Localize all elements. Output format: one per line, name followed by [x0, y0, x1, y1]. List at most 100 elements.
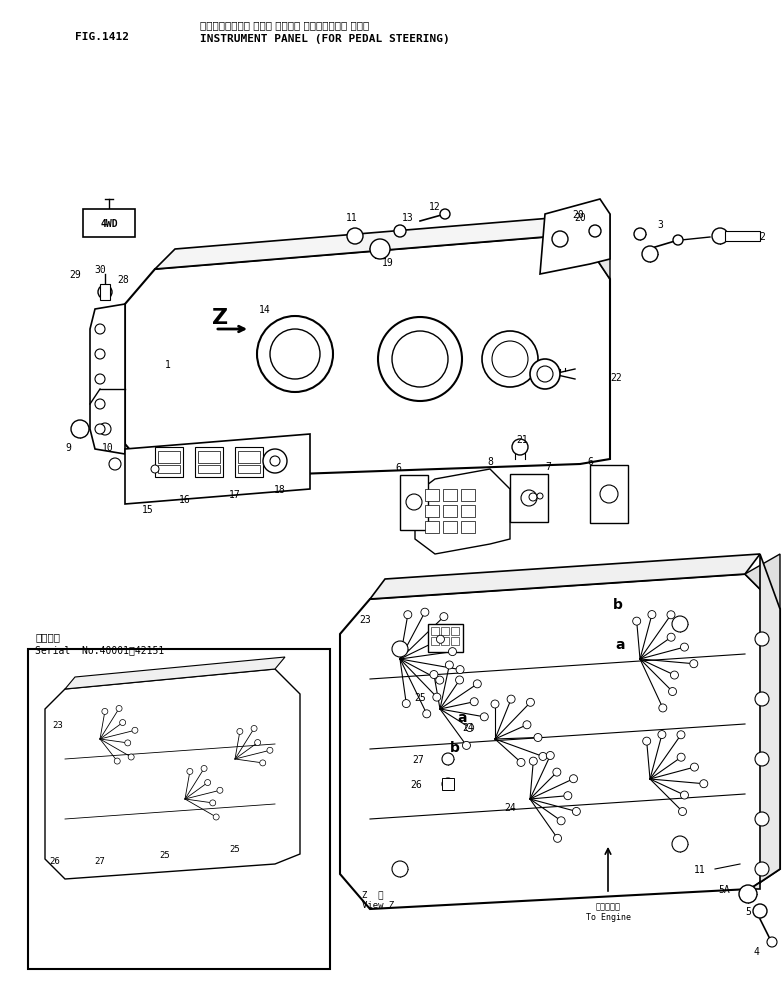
Circle shape	[755, 812, 769, 826]
Circle shape	[677, 731, 685, 740]
Circle shape	[462, 741, 471, 749]
Circle shape	[267, 747, 273, 753]
Circle shape	[432, 693, 441, 701]
Text: 1: 1	[165, 360, 171, 370]
Circle shape	[491, 700, 499, 708]
Circle shape	[95, 399, 105, 409]
Bar	[431, 637, 439, 646]
Circle shape	[430, 670, 438, 678]
Circle shape	[260, 760, 266, 766]
Bar	[431, 627, 439, 635]
Circle shape	[378, 317, 462, 401]
Circle shape	[667, 611, 675, 619]
Circle shape	[237, 729, 243, 735]
Circle shape	[572, 808, 580, 815]
Circle shape	[114, 758, 120, 764]
Polygon shape	[580, 215, 610, 280]
Circle shape	[521, 490, 537, 507]
Text: 17: 17	[229, 489, 241, 500]
Circle shape	[392, 861, 408, 878]
Circle shape	[553, 768, 561, 776]
Circle shape	[530, 360, 560, 389]
Circle shape	[421, 608, 429, 616]
Bar	[198, 465, 220, 473]
Polygon shape	[125, 435, 310, 505]
Text: 24: 24	[462, 723, 474, 733]
Circle shape	[537, 494, 543, 500]
Circle shape	[523, 721, 531, 729]
Text: 6: 6	[395, 462, 401, 472]
Circle shape	[436, 636, 444, 644]
Circle shape	[480, 713, 488, 721]
Circle shape	[71, 421, 89, 439]
Text: 24: 24	[504, 803, 516, 812]
Circle shape	[673, 236, 683, 246]
Circle shape	[529, 757, 537, 765]
Bar	[425, 506, 439, 518]
Text: 27: 27	[412, 754, 424, 764]
Bar	[158, 465, 180, 473]
Circle shape	[436, 676, 443, 684]
Bar	[238, 465, 260, 473]
Circle shape	[539, 752, 547, 760]
Polygon shape	[540, 200, 610, 275]
Circle shape	[440, 613, 448, 621]
Polygon shape	[90, 305, 125, 455]
Circle shape	[755, 692, 769, 706]
Circle shape	[547, 751, 554, 760]
Text: a: a	[457, 710, 467, 725]
Circle shape	[700, 780, 708, 788]
Circle shape	[526, 699, 534, 707]
Text: 適用号機: 適用号機	[35, 631, 60, 641]
Circle shape	[217, 788, 223, 794]
Text: 4WD: 4WD	[100, 219, 118, 229]
Circle shape	[456, 676, 464, 684]
Bar	[158, 452, 180, 463]
Circle shape	[187, 769, 193, 775]
Text: b: b	[450, 740, 460, 754]
Circle shape	[633, 617, 640, 625]
Text: 30: 30	[94, 264, 106, 275]
Circle shape	[251, 726, 257, 732]
Text: Z: Z	[212, 308, 228, 327]
Circle shape	[95, 324, 105, 334]
Bar	[235, 448, 263, 477]
Circle shape	[482, 331, 538, 387]
Bar	[510, 474, 548, 523]
Circle shape	[213, 814, 219, 820]
Circle shape	[120, 720, 126, 726]
Circle shape	[370, 240, 390, 259]
Circle shape	[492, 342, 528, 378]
Text: インスツルメント パネル （ペダル ステアリング・ ヨウ）: インスツルメント パネル （ペダル ステアリング・ ヨウ）	[200, 20, 369, 30]
Circle shape	[392, 641, 408, 658]
Bar	[100, 285, 110, 301]
Bar	[451, 637, 459, 646]
Text: a: a	[615, 637, 625, 652]
Circle shape	[270, 329, 320, 380]
Bar	[400, 475, 428, 530]
Text: 12: 12	[429, 202, 441, 212]
Circle shape	[648, 611, 656, 619]
Text: Serial  No.40001～42151: Serial No.40001～42151	[35, 644, 164, 655]
Circle shape	[677, 753, 685, 761]
Text: 26: 26	[49, 857, 60, 866]
Polygon shape	[155, 215, 600, 270]
Bar	[461, 522, 475, 533]
Text: 14: 14	[259, 305, 271, 315]
Text: 2: 2	[759, 232, 765, 242]
Bar	[441, 627, 449, 635]
Polygon shape	[45, 669, 300, 880]
Bar	[155, 448, 183, 477]
Circle shape	[667, 634, 675, 642]
Bar	[425, 489, 439, 502]
Text: To Engine: To Engine	[586, 913, 630, 922]
Circle shape	[679, 808, 687, 815]
Bar	[425, 522, 439, 533]
Circle shape	[116, 706, 122, 712]
Circle shape	[473, 680, 481, 688]
Text: 19: 19	[382, 257, 394, 268]
Text: 6: 6	[587, 457, 593, 466]
Text: 13: 13	[402, 213, 414, 223]
Bar	[461, 489, 475, 502]
Bar	[451, 627, 459, 635]
